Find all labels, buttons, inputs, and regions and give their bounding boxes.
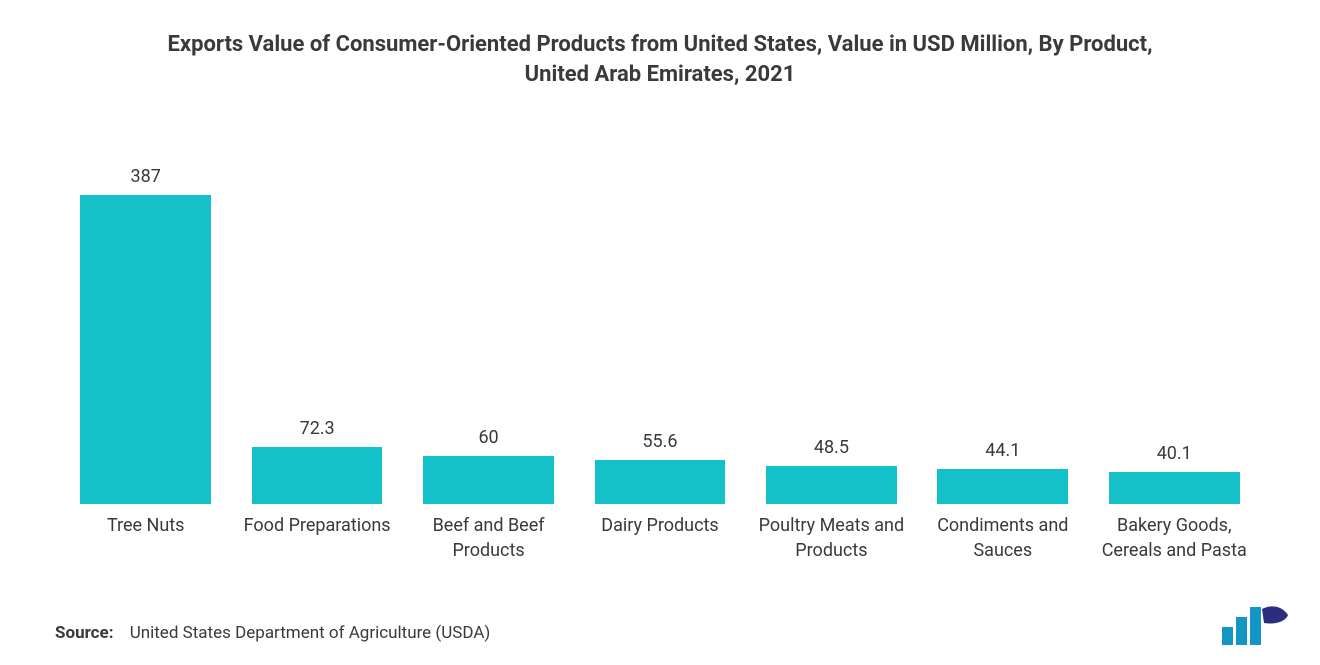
bar-value-label: 44.1 — [985, 440, 1020, 461]
x-axis-label: Tree Nuts — [60, 514, 231, 563]
bar-value-label: 60 — [478, 427, 498, 448]
bar-value-label: 72.3 — [300, 418, 335, 439]
x-axis-label: Poultry Meats and Products — [746, 514, 917, 563]
x-axis-label: Condiments and Sauces — [917, 514, 1088, 563]
x-axis-labels: Tree NutsFood PreparationsBeef and Beef … — [50, 504, 1270, 563]
bar-rect — [766, 466, 897, 505]
plot-area: 387 72.3 60 55.6 48.5 44.1 40.1 — [50, 124, 1270, 504]
bar-value-label: 48.5 — [814, 437, 849, 458]
bar-rect — [80, 195, 211, 505]
bar-value-label: 387 — [131, 166, 161, 187]
source-text: United States Department of Agriculture … — [130, 623, 491, 643]
bar-rect — [937, 469, 1068, 504]
source-label: Source: — [55, 623, 113, 643]
brand-logo — [1220, 603, 1290, 647]
chart-title: Exports Value of Consumer-Oriented Produ… — [160, 30, 1160, 89]
bar-group: 40.1 — [1089, 124, 1260, 504]
bar-group: 60 — [403, 124, 574, 504]
source-attribution: Source: United States Department of Agri… — [55, 623, 490, 643]
chart-container: Exports Value of Consumer-Oriented Produ… — [0, 0, 1320, 665]
bar-group: 55.6 — [574, 124, 745, 504]
bar-value-label: 40.1 — [1157, 443, 1192, 464]
bar-group: 48.5 — [746, 124, 917, 504]
x-axis-label: Bakery Goods, Cereals and Pasta — [1089, 514, 1260, 563]
bar-rect — [252, 447, 383, 505]
logo-icon — [1220, 603, 1290, 647]
bar-rect — [423, 456, 554, 504]
bar-rect — [595, 460, 726, 504]
bar-group: 387 — [60, 124, 231, 504]
bar-rect — [1109, 472, 1240, 504]
bar-group: 72.3 — [231, 124, 402, 504]
bar-value-label: 55.6 — [642, 431, 677, 452]
x-axis-label: Food Preparations — [231, 514, 402, 563]
bar-group: 44.1 — [917, 124, 1088, 504]
x-axis-label: Beef and Beef Products — [403, 514, 574, 563]
x-axis-label: Dairy Products — [574, 514, 745, 563]
